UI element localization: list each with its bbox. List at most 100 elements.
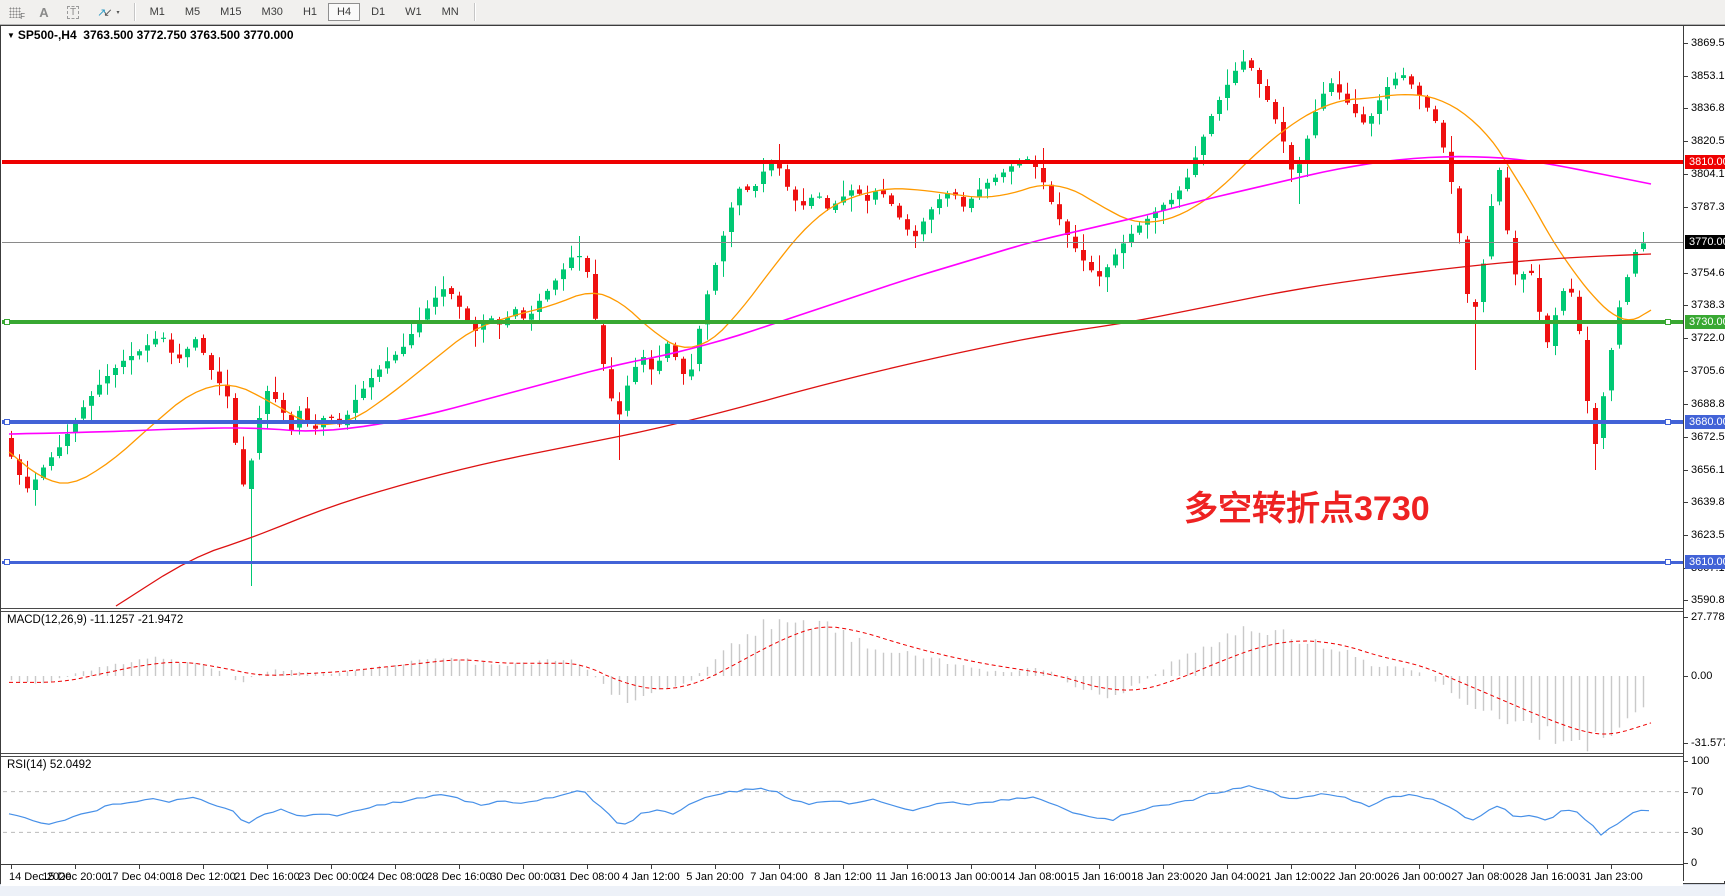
time-tick xyxy=(971,865,972,869)
price-tick-label: 3804.180 xyxy=(1691,167,1725,180)
price-tick xyxy=(1684,676,1688,677)
macd-rsi-splitter[interactable] xyxy=(1,753,1683,757)
hline-anchor[interactable] xyxy=(4,419,10,425)
hline-anchor[interactable] xyxy=(4,319,10,325)
time-tick-label: 28 Dec 16:00 xyxy=(426,871,492,883)
price-tick-label: 3688.845 xyxy=(1691,398,1725,411)
time-tick-label: 28 Jan 16:00 xyxy=(1515,871,1579,883)
hline-3770[interactable] xyxy=(2,241,1683,243)
price-tick-label: 3623.505 xyxy=(1691,529,1725,541)
timeframe-button-D1[interactable]: D1 xyxy=(362,3,394,21)
time-tick xyxy=(1291,865,1292,869)
timeframe-button-M5[interactable]: M5 xyxy=(176,3,209,21)
rsi-indicator-label: RSI(14) 52.0492 xyxy=(7,759,92,771)
time-tick-label: 14 Dec 2020 xyxy=(9,871,72,883)
price-tick xyxy=(1684,305,1688,307)
price-tick-label: 3705.675 xyxy=(1691,364,1725,377)
timeframe-button-M1[interactable]: M1 xyxy=(141,3,174,21)
letter-a-icon[interactable]: A xyxy=(32,2,56,22)
hline-3730[interactable] xyxy=(2,320,1683,324)
price-tick xyxy=(1684,535,1688,536)
time-tick-label: 24 Dec 08:00 xyxy=(362,871,428,883)
timeframe-button-MN[interactable]: MN xyxy=(433,3,468,21)
time-tick-label: 8 Jan 12:00 xyxy=(814,871,872,883)
time-tick-label: 23 Dec 00:00 xyxy=(298,871,364,883)
time-tick xyxy=(267,865,268,869)
price-tick xyxy=(1684,600,1688,602)
price-tick xyxy=(1684,863,1688,864)
timeframe-button-M30[interactable]: M30 xyxy=(253,3,292,21)
price-tick-label: 27.7784 xyxy=(1691,610,1725,623)
toolbar: F A T ↗ ↙ ▾ M1 M5 M15 M30 H1 H4 D1 W1 MN xyxy=(0,0,1725,25)
timeframe-button-H1[interactable]: H1 xyxy=(294,3,326,21)
annotation-text[interactable]: 多空转折点3730 xyxy=(1184,490,1430,528)
price-tick xyxy=(1684,437,1688,438)
time-tick-label: 11 Jan 16:00 xyxy=(875,871,939,883)
price-tick xyxy=(1684,791,1688,793)
arrows-tool-icon[interactable]: ↗ ↙ ▾ xyxy=(90,2,126,22)
timeframe-buttons: M1 M5 M15 M30 H1 H4 D1 W1 MN xyxy=(140,0,469,24)
price-tick-label: 3738.345 xyxy=(1691,299,1725,312)
dots-grid-icon xyxy=(9,6,21,18)
macd-indicator-label: MACD(12,26,9) -11.1257 -21.9472 xyxy=(7,614,184,626)
time-tick xyxy=(843,865,844,869)
timeframe-button-M15[interactable]: M15 xyxy=(211,3,250,21)
price-tick-label: 0.00 xyxy=(1691,670,1713,682)
time-tick xyxy=(1547,865,1548,869)
time-tick-label: 17 Dec 04:00 xyxy=(106,871,172,883)
text-box-icon[interactable]: T xyxy=(60,2,86,22)
price-tick xyxy=(1684,616,1688,618)
time-axis[interactable]: 14 Dec 2020 15 Dec 20:00 17 Dec 04:00 18 De… xyxy=(1,864,1683,886)
price-tick-label: 3820.515 xyxy=(1691,135,1725,147)
arrow-up-icon: ↗ xyxy=(97,6,107,19)
price-tick-label: 3754.680 xyxy=(1691,266,1725,279)
time-tick xyxy=(907,865,908,869)
time-tick xyxy=(779,865,780,869)
price-tick xyxy=(1684,272,1688,274)
hline-3680[interactable] xyxy=(2,420,1683,424)
price-tick xyxy=(1684,743,1688,745)
time-tick xyxy=(459,865,460,869)
time-tick xyxy=(11,865,12,869)
price-tick-label: 70 xyxy=(1691,785,1704,798)
hline-anchor[interactable] xyxy=(1665,559,1671,565)
price-badge-3730: 3730.000 xyxy=(1685,315,1725,329)
time-tick xyxy=(587,865,588,869)
time-tick xyxy=(1035,865,1036,869)
main-macd-splitter[interactable] xyxy=(1,608,1683,612)
price-tick xyxy=(1684,404,1688,406)
price-tick xyxy=(1684,370,1688,372)
grid-f-icon[interactable]: F xyxy=(2,2,28,22)
hline-anchor[interactable] xyxy=(4,559,10,565)
price-tick xyxy=(1684,502,1688,504)
text-box-glyph: T xyxy=(67,5,80,19)
time-tick xyxy=(1099,865,1100,869)
time-tick xyxy=(1483,865,1484,869)
toolbar-separator xyxy=(473,3,475,21)
arrow-down-icon: ↙ xyxy=(103,6,113,19)
letter-a-glyph: A xyxy=(39,4,49,20)
price-tick-label: 3853.185 xyxy=(1691,69,1725,82)
price-tick-label: 30 xyxy=(1691,826,1704,839)
timeframe-button-W1[interactable]: W1 xyxy=(396,3,431,21)
price-tick-label: 3836.850 xyxy=(1691,102,1725,115)
time-tick-label: 20 Jan 04:00 xyxy=(1195,871,1259,883)
time-tick xyxy=(395,865,396,869)
price-badge-3680: 3680.000 xyxy=(1685,415,1725,429)
time-tick-label: 7 Jan 04:00 xyxy=(750,871,808,883)
time-tick-label: 15 Dec 20:00 xyxy=(42,871,108,883)
drawing-tools-group: F A T ↗ ↙ ▾ xyxy=(0,0,129,24)
time-tick xyxy=(1227,865,1228,869)
hline-anchor[interactable] xyxy=(1665,419,1671,425)
timeframe-button-H4[interactable]: H4 xyxy=(328,3,361,21)
time-tick xyxy=(1419,865,1420,869)
hline-anchor[interactable] xyxy=(1665,319,1671,325)
chart-canvas[interactable] xyxy=(1,26,1683,864)
hline-3610[interactable] xyxy=(2,560,1683,564)
price-tick xyxy=(1684,832,1688,834)
price-axis[interactable]: 3869.520 3853.185 3836.850 3820.515 3804.180… xyxy=(1683,26,1725,881)
price-badge-3610: 3610.000 xyxy=(1685,555,1725,569)
hline-3810[interactable] xyxy=(2,160,1683,164)
time-tick xyxy=(523,865,524,869)
price-tick-label: 0 xyxy=(1691,857,1698,869)
